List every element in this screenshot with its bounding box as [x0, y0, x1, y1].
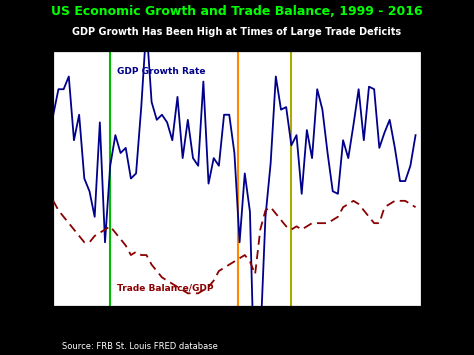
Text: Source: FRB St. Louis FRED database: Source: FRB St. Louis FRED database: [62, 343, 218, 351]
Y-axis label: Growth Rate of Real GDP (%): Growth Rate of Real GDP (%): [15, 113, 24, 244]
Text: Trade Balance/GDP: Trade Balance/GDP: [118, 284, 214, 293]
Text: US Economic Growth and Trade Balance, 1999 - 2016: US Economic Growth and Trade Balance, 19…: [51, 5, 423, 18]
Text: GDP Growth Has Been High at Times of Large Trade Deficits: GDP Growth Has Been High at Times of Lar…: [73, 27, 401, 37]
Y-axis label: Trade Balance / GDP (%): Trade Balance / GDP (%): [450, 124, 459, 234]
Text: GDP Growth Rate: GDP Growth Rate: [118, 67, 206, 76]
